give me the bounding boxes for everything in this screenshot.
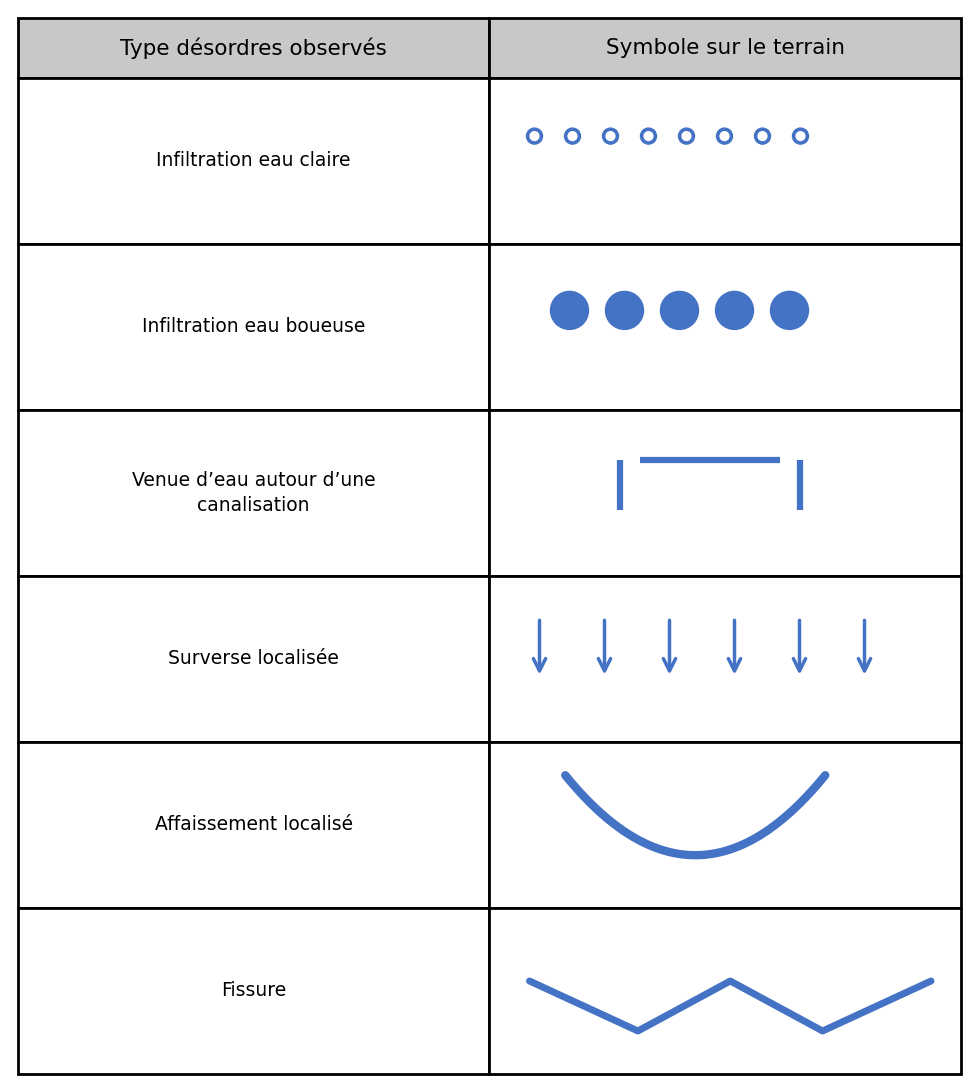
Circle shape (754, 128, 770, 144)
Bar (18, 244, 489, 410)
Circle shape (604, 292, 643, 330)
Bar (489, 17, 960, 78)
Text: Symbole sur le terrain: Symbole sur le terrain (605, 38, 844, 58)
Circle shape (720, 132, 729, 141)
Text: Affaissement localisé: Affaissement localisé (155, 816, 352, 834)
Circle shape (660, 292, 697, 330)
Text: Infiltration eau claire: Infiltration eau claire (156, 152, 351, 170)
Circle shape (529, 132, 538, 141)
Text: Fissure: Fissure (221, 982, 287, 1000)
Bar (489, 909, 960, 1075)
Circle shape (770, 292, 808, 330)
Bar (18, 17, 489, 78)
Circle shape (795, 132, 804, 141)
Circle shape (644, 132, 652, 141)
Bar (489, 741, 960, 909)
Circle shape (678, 128, 693, 144)
Circle shape (526, 128, 542, 144)
Circle shape (682, 132, 690, 141)
Text: Surverse localisée: Surverse localisée (168, 650, 338, 668)
Circle shape (757, 132, 766, 141)
Circle shape (601, 128, 618, 144)
Text: Infiltration eau boueuse: Infiltration eau boueuse (142, 318, 365, 336)
Circle shape (716, 128, 732, 144)
Circle shape (605, 132, 614, 141)
Bar (489, 575, 960, 741)
Circle shape (715, 292, 753, 330)
Circle shape (791, 128, 808, 144)
Circle shape (550, 292, 588, 330)
Text: Type désordres observés: Type désordres observés (120, 37, 386, 59)
Bar (18, 78, 489, 244)
Bar (18, 575, 489, 741)
Bar (18, 741, 489, 909)
Bar (489, 78, 960, 244)
Bar (489, 410, 960, 575)
Bar (18, 909, 489, 1075)
Text: Venue d’eau autour d’une
canalisation: Venue d’eau autour d’une canalisation (132, 471, 376, 515)
Circle shape (564, 128, 580, 144)
Circle shape (640, 128, 656, 144)
Bar (489, 244, 960, 410)
Circle shape (567, 132, 576, 141)
Bar (18, 410, 489, 575)
